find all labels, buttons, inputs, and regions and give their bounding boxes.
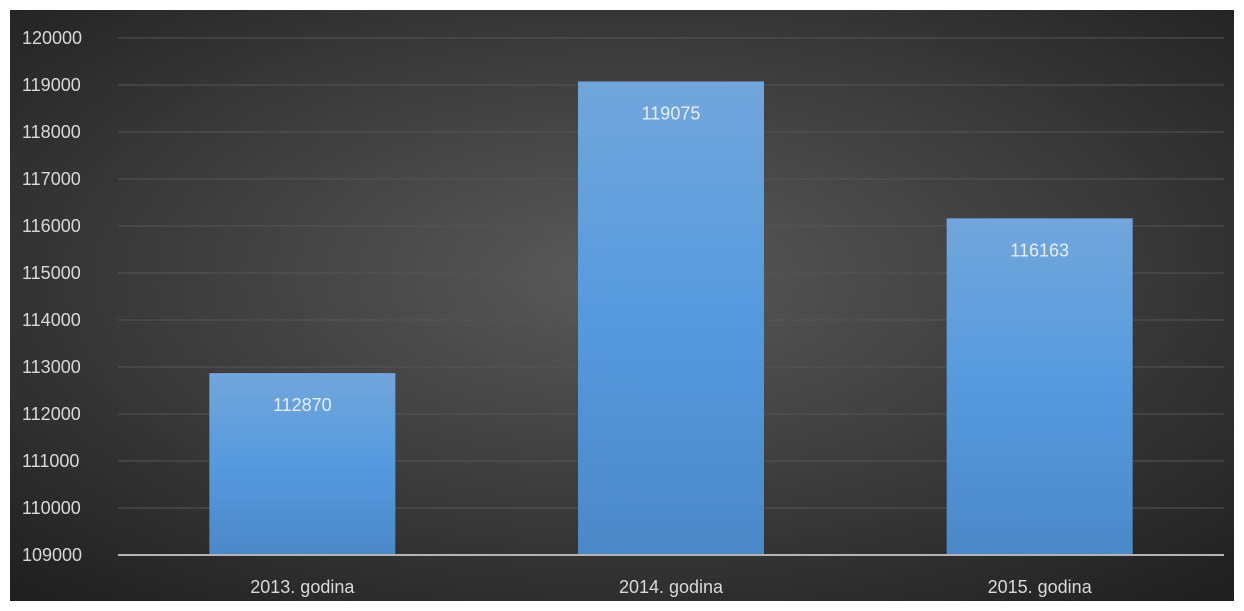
- x-tick-label: 2013. godina: [250, 577, 355, 597]
- y-tick-label: 112000: [22, 404, 81, 424]
- bars: [209, 81, 1133, 556]
- y-tick-label: 119000: [22, 75, 81, 95]
- y-tick-label: 115000: [22, 263, 81, 283]
- y-tick-label: 117000: [22, 169, 81, 189]
- y-tick-label: 114000: [22, 310, 81, 330]
- y-tick-label: 116000: [22, 216, 81, 236]
- y-tick-label: 118000: [22, 122, 81, 142]
- data-label-2: 119075: [642, 103, 701, 123]
- data-label-3: 116163: [1010, 240, 1069, 260]
- x-axis-tick-labels: 2013. godina 2014. godina 2015. godina: [250, 577, 1092, 597]
- bar-2: [578, 81, 764, 555]
- y-tick-label: 109000: [22, 545, 82, 565]
- y-tick-label: 120000: [22, 28, 82, 48]
- y-tick-label: 113000: [22, 357, 81, 377]
- data-label-1: 112870: [273, 395, 332, 415]
- data-labels: 112870 119075 116163: [273, 103, 1069, 415]
- x-tick-label: 2014. godina: [619, 577, 724, 597]
- x-tick-label: 2015. godina: [988, 577, 1093, 597]
- bar-3: [946, 218, 1133, 556]
- y-axis-tick-labels: 109000 110000 111000 112000 113000 114000 1150…: [22, 28, 82, 565]
- y-tick-label: 111000: [22, 451, 79, 471]
- bar-1: [209, 373, 396, 555]
- y-tick-label: 110000: [22, 498, 81, 518]
